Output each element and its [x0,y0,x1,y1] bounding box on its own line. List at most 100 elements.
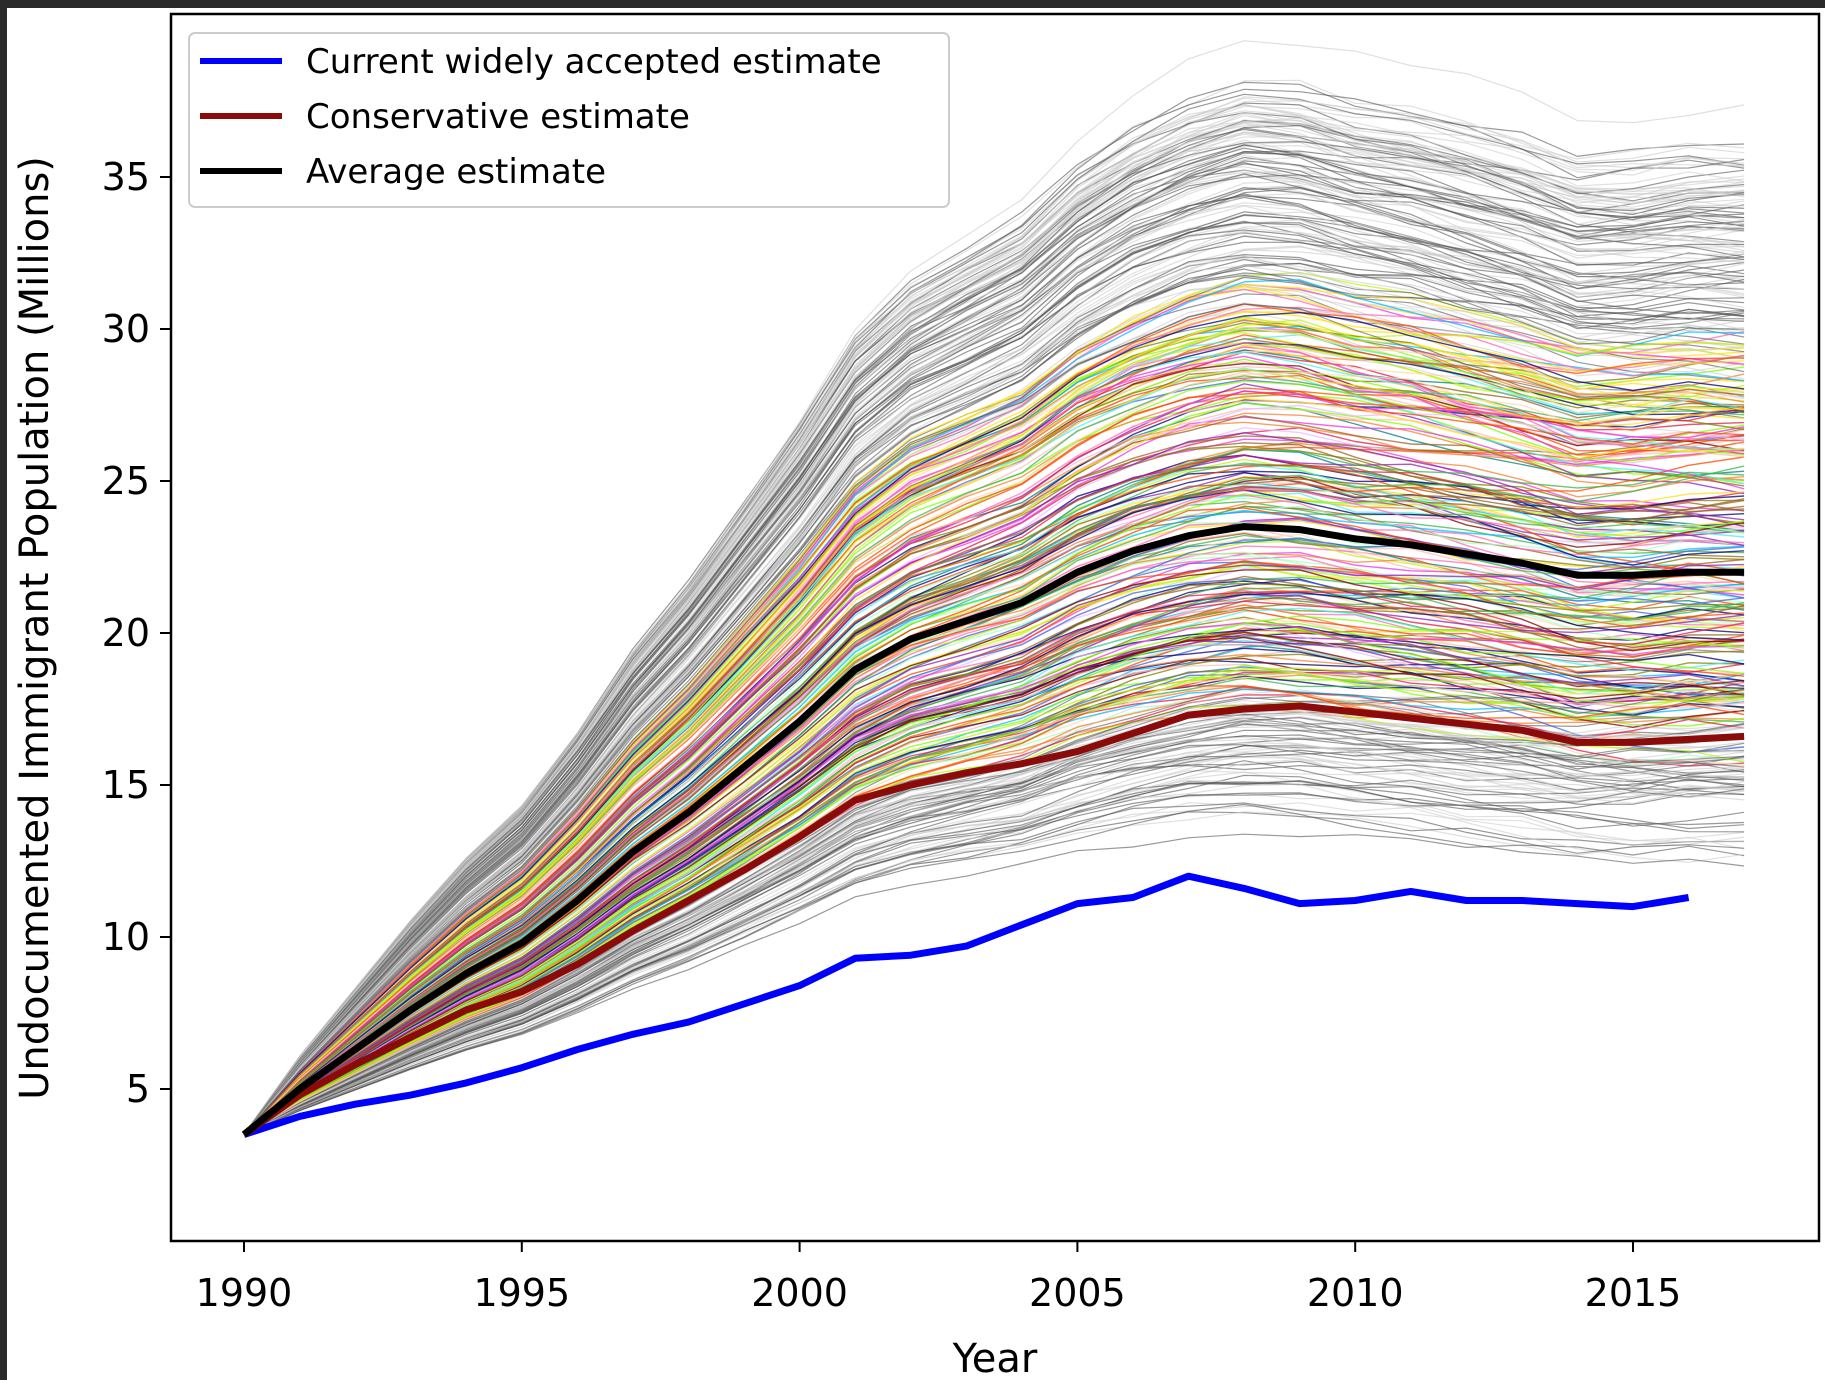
ensemble-line [243,337,1745,1136]
ensemble-line [243,509,1745,1136]
legend-box [188,32,950,208]
ensemble-line [243,478,1745,1136]
legend-label-conservative: Conservative estimate [306,97,690,137]
ensemble-line [243,802,1745,1136]
ensemble-line [243,448,1745,1136]
ensemble-line [243,793,1745,1136]
ensemble-line [243,368,1745,1136]
ensemble-line [243,151,1745,1135]
ensemble-line [243,276,1745,1135]
ensemble-line [243,371,1745,1136]
ensemble-line [243,390,1745,1136]
ensemble-line [243,586,1745,1136]
ensemble-line [243,204,1745,1135]
legend-label-current: Current widely accepted estimate [306,42,882,82]
ensemble-line [243,96,1745,1135]
y-axis: 5 10 15 20 25 30 35 [102,155,171,1111]
ensemble-line [243,141,1745,1135]
ensemble-line [243,144,1745,1135]
ensemble-line [243,685,1745,1136]
ensemble-line [243,110,1745,1135]
ensemble-line [243,744,1745,1136]
ensemble-line [243,758,1745,1136]
ensemble-line [243,144,1745,1135]
ensemble-line [243,715,1745,1136]
ensemble-line [243,152,1745,1135]
ensemble-line [243,268,1745,1135]
ensemble-line [243,255,1745,1135]
ensemble-line [243,593,1745,1136]
y-tick-label: 10 [102,915,150,959]
ensemble-line [243,211,1745,1135]
ensemble-line [243,562,1745,1136]
average-estimate-line [241,523,1745,1138]
simulation-ensemble [243,40,1745,1136]
ensemble-line [243,563,1745,1136]
ensemble-line [243,173,1745,1135]
ensemble-line [243,150,1745,1135]
ensemble-line [243,622,1745,1136]
ensemble-line [243,719,1745,1136]
ensemble-line [243,374,1745,1136]
ensemble-line [243,636,1745,1136]
x-axis-label: Year [952,1336,1038,1380]
x-tick-label: 2015 [1585,1271,1682,1315]
ensemble-line [243,119,1745,1135]
ensemble-line [243,400,1745,1136]
y-axis-label: Undocumented Immigrant Population (Milli… [12,156,58,1100]
legend-label-average: Average estimate [306,152,606,192]
ensemble-line [243,311,1745,1136]
ensemble-line [243,331,1745,1136]
ensemble-line [243,111,1745,1135]
ensemble-line [243,121,1745,1135]
ensemble-line [243,653,1745,1136]
ensemble-line [243,253,1745,1135]
x-tick-label: 1990 [196,1271,293,1315]
ensemble-line [243,575,1745,1136]
x-axis: 1990 1995 2000 2005 2010 2015 [196,1241,1682,1315]
ensemble-line [243,205,1745,1135]
ensemble-line [243,369,1745,1136]
conservative-estimate-line [241,702,1745,1138]
x-tick-label: 1995 [473,1271,570,1315]
ensemble-line [243,302,1745,1135]
ensemble-line [243,489,1745,1136]
ensemble-line [243,123,1745,1135]
x-tick-label: 2010 [1307,1271,1404,1315]
y-tick-label: 5 [126,1067,150,1111]
ensemble-line [243,591,1745,1136]
current-estimate-line [242,872,1690,1138]
ensemble-line [243,40,1745,1135]
y-tick-label: 20 [102,611,150,655]
ensemble-line [243,643,1745,1136]
ensemble-line [243,464,1745,1136]
ensemble-line [243,742,1745,1136]
ensemble-line [243,196,1745,1135]
ensemble-line [243,555,1745,1136]
ensemble-line [243,622,1745,1136]
ensemble-line [243,303,1745,1135]
series-lines [241,523,1745,1138]
ensemble-line [243,245,1745,1135]
ensemble-line [243,326,1745,1136]
ensemble-line [243,745,1745,1136]
ensemble-line [243,186,1745,1135]
ensemble-line [243,265,1745,1135]
x-tick-label: 2000 [751,1271,848,1315]
ensemble-line [243,833,1745,1136]
ensemble-line [243,717,1745,1136]
ensemble-line [243,235,1745,1135]
ensemble-line [243,488,1745,1136]
ensemble-line [243,672,1745,1136]
window-frame-left [0,0,7,1380]
ensemble-line [243,753,1745,1136]
y-tick-label: 25 [102,459,150,503]
y-tick-label: 35 [102,155,150,199]
x-tick-label: 2005 [1029,1271,1126,1315]
y-tick-label: 30 [102,307,150,351]
ensemble-line [243,745,1745,1136]
window-frame-top [0,0,1825,8]
legend: Current widely accepted estimate Conserv… [188,32,950,208]
plot-frame [169,12,1821,1243]
